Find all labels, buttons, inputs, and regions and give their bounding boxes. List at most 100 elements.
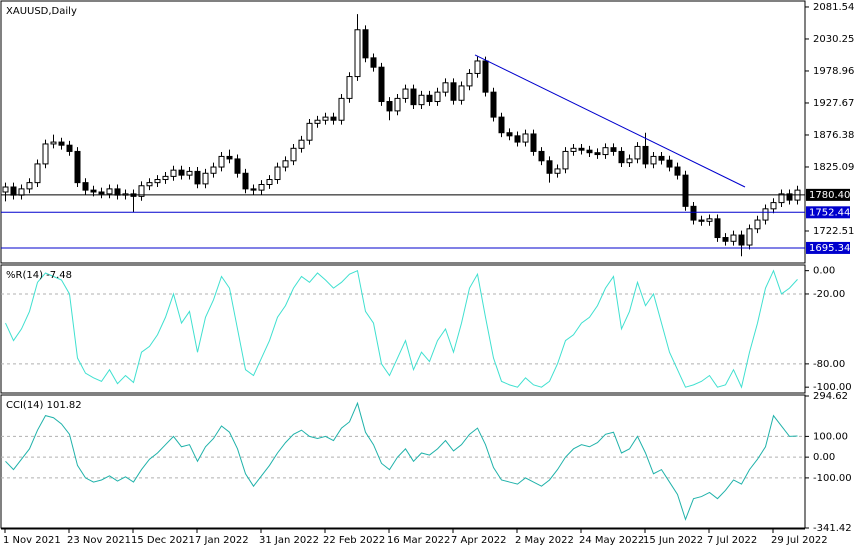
candle-body xyxy=(218,155,225,168)
candle-body xyxy=(370,57,377,68)
x-tick-label: 7 Apr 2022 xyxy=(451,535,506,546)
candle-body xyxy=(42,143,49,165)
candle-body xyxy=(546,160,553,174)
candle-body xyxy=(554,168,561,174)
candle-body xyxy=(114,188,121,196)
candle-body xyxy=(506,132,513,137)
candle-body xyxy=(690,205,697,221)
indicator-line xyxy=(5,401,798,521)
panel-title: CCI(14) 101.82 xyxy=(6,400,82,411)
y-tick-label: -20.00 xyxy=(813,289,845,300)
candle-body xyxy=(762,208,769,221)
level-label: 1695.34 xyxy=(809,243,850,254)
level-label-bg xyxy=(806,188,850,201)
candle-body xyxy=(586,149,593,154)
x-tick-label: 7 Jan 2022 xyxy=(195,535,249,546)
y-tick-label: 294.62 xyxy=(813,391,848,402)
candle-body xyxy=(474,60,481,74)
candle-body xyxy=(754,219,761,230)
candle-body xyxy=(650,155,657,165)
candle-body xyxy=(138,185,145,197)
candle-body xyxy=(386,101,393,112)
y-tick-label: 0.00 xyxy=(813,266,835,277)
candle-body xyxy=(770,202,777,210)
x-tick-label: 31 Jan 2022 xyxy=(259,535,319,546)
candle-body xyxy=(306,122,313,141)
candle-body xyxy=(90,189,97,193)
candle-body xyxy=(338,97,345,121)
candle-body xyxy=(74,150,81,184)
candle-body xyxy=(274,166,281,181)
candle-body xyxy=(426,94,433,103)
candle-body xyxy=(722,237,729,242)
y-tick-label: 2030.25 xyxy=(813,34,854,45)
candle-body xyxy=(666,159,673,168)
candle-body xyxy=(490,91,497,118)
candle-body xyxy=(498,116,505,134)
y-tick-label: 1927.67 xyxy=(813,98,854,109)
candle-body xyxy=(106,188,113,195)
candle-body xyxy=(258,184,265,191)
candle-body xyxy=(186,170,193,176)
candle-body xyxy=(786,193,793,201)
candle-body xyxy=(162,175,169,181)
x-tick-label: 2 May 2022 xyxy=(515,535,574,546)
candle-body xyxy=(178,169,185,176)
y-tick-label: -100.00 xyxy=(813,382,852,393)
y-tick-label: 1978.96 xyxy=(813,66,854,77)
candle-body xyxy=(778,193,785,204)
candle-body xyxy=(250,188,257,191)
candle-body xyxy=(66,144,73,152)
candle-body xyxy=(410,88,417,106)
x-tick-label: 15 Jun 2022 xyxy=(643,535,703,546)
candle-body xyxy=(466,72,473,87)
candle-body xyxy=(570,147,577,152)
candle-body xyxy=(522,133,529,143)
x-tick-label: 22 Feb 2022 xyxy=(323,535,385,546)
candle-body xyxy=(730,234,737,242)
indicator-line xyxy=(5,269,798,389)
x-tick-label: 16 Mar 2022 xyxy=(387,535,450,546)
candle-body xyxy=(634,145,641,160)
panel-title: %R(14) -7.48 xyxy=(6,270,72,281)
candle-body xyxy=(714,218,721,239)
candle-body xyxy=(378,66,385,103)
candle-body xyxy=(434,91,441,103)
candle-body xyxy=(34,163,41,184)
x-tick-label: 23 Nov 2021 xyxy=(67,535,131,546)
candle-body xyxy=(658,155,665,161)
candle-body xyxy=(354,29,361,78)
y-tick-label: -341.42 xyxy=(813,523,852,534)
y-tick-label: 100.00 xyxy=(813,431,848,442)
y-tick-label: 1825.09 xyxy=(813,162,854,173)
candle-body xyxy=(706,218,713,222)
candle-body xyxy=(330,116,337,121)
candle-body xyxy=(610,147,617,152)
candle-body xyxy=(514,135,521,143)
candle-body xyxy=(98,191,105,195)
candle-body xyxy=(234,158,241,174)
candle-body xyxy=(58,141,65,146)
candle-body xyxy=(618,150,625,164)
candle-body xyxy=(682,174,689,207)
candle-body xyxy=(210,166,217,174)
candle-body xyxy=(266,179,273,186)
panel-frame xyxy=(0,0,806,264)
candle-body xyxy=(394,97,401,112)
candle-body xyxy=(282,160,289,168)
candle-body xyxy=(226,155,233,160)
candle-body xyxy=(82,182,89,191)
x-tick-label: 7 Jul 2022 xyxy=(707,535,757,546)
panel-title: XAUUSD,Daily xyxy=(6,6,77,17)
y-tick-label: 1722.51 xyxy=(813,226,854,237)
candle-body xyxy=(18,188,25,196)
y-tick-label: -80.00 xyxy=(813,359,845,370)
candle-body xyxy=(642,145,649,165)
candle-body xyxy=(450,82,457,101)
candle-body xyxy=(674,166,681,176)
candle-body xyxy=(10,186,17,196)
candle-body xyxy=(170,169,177,177)
candle-body xyxy=(194,170,201,185)
y-tick-label: 0.00 xyxy=(813,452,835,463)
